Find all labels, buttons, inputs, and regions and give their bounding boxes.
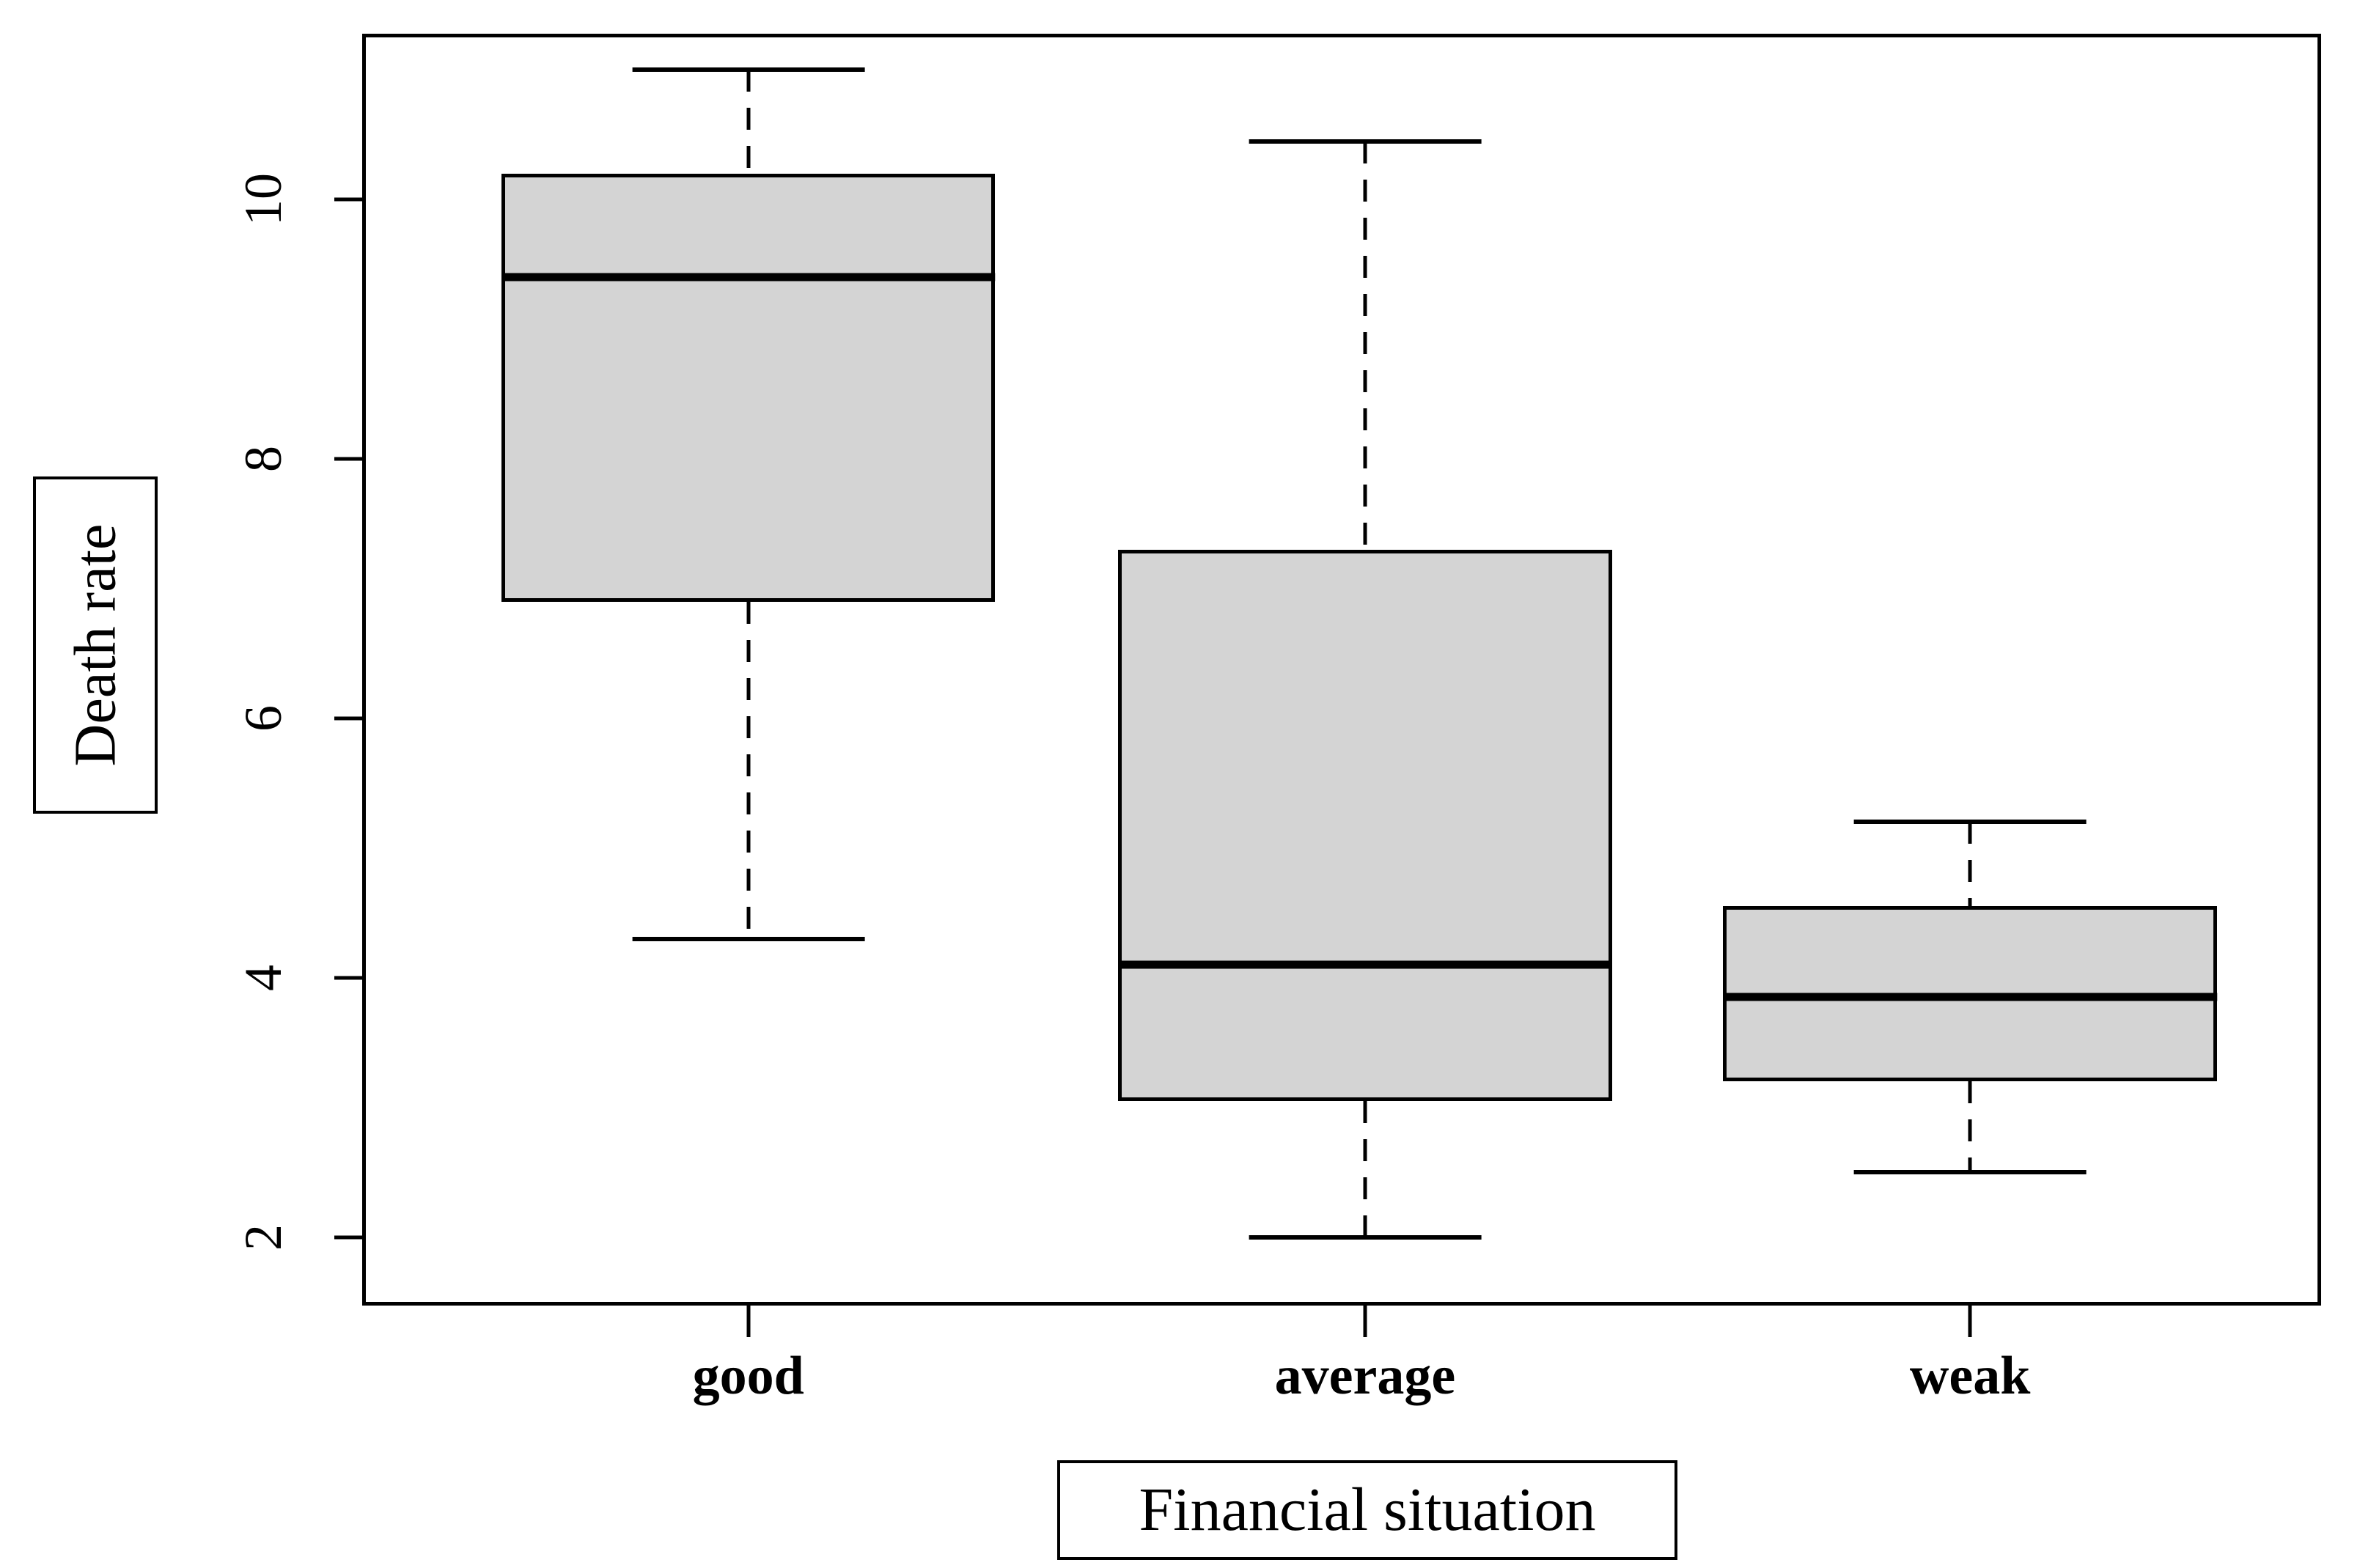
- whisker-cap-bottom: [1249, 1234, 1482, 1240]
- x-category-label: average: [1274, 1346, 1456, 1406]
- x-axis-label-box: Financial situation: [1057, 1460, 1677, 1560]
- whisker-upper: [1363, 141, 1367, 550]
- whisker-upper: [1968, 822, 1972, 907]
- whisker-cap-top: [632, 67, 865, 73]
- x-category-label: good: [692, 1346, 804, 1406]
- x-tick: [1968, 1306, 1972, 1337]
- whisker-cap-bottom: [1853, 1170, 2087, 1175]
- whisker-upper: [746, 70, 751, 174]
- whisker-cap-top: [1853, 820, 2087, 825]
- whisker-lower: [746, 601, 751, 939]
- y-tick-label: 2: [234, 1223, 293, 1251]
- x-tick: [746, 1306, 751, 1337]
- whisker-cap-bottom: [632, 936, 865, 941]
- y-axis-label: Death rate: [63, 523, 128, 767]
- whisker-cap-top: [1249, 139, 1482, 144]
- y-tick: [334, 976, 362, 980]
- y-tick: [334, 197, 362, 202]
- box-good: [501, 173, 996, 602]
- y-axis-label-box: Death rate: [33, 476, 158, 814]
- median-line: [501, 273, 996, 281]
- x-axis-label: Financial situation: [1139, 1476, 1596, 1544]
- whisker-lower: [1363, 1100, 1367, 1237]
- x-tick: [1363, 1306, 1367, 1337]
- y-tick-label: 10: [234, 173, 293, 227]
- y-tick: [334, 716, 362, 721]
- y-tick: [334, 1235, 362, 1240]
- y-tick: [334, 457, 362, 461]
- plot-area: 2 4 6 8 10 good average weak: [234, 34, 2321, 1403]
- x-category-label: weak: [1909, 1346, 2031, 1406]
- median-line: [1723, 993, 2217, 1001]
- y-tick-label: 4: [234, 964, 293, 991]
- y-tick-label: 6: [234, 704, 293, 732]
- whisker-lower: [1968, 1081, 1972, 1173]
- y-tick-label: 8: [234, 445, 293, 472]
- box-average: [1118, 549, 1612, 1101]
- median-line: [1118, 960, 1612, 969]
